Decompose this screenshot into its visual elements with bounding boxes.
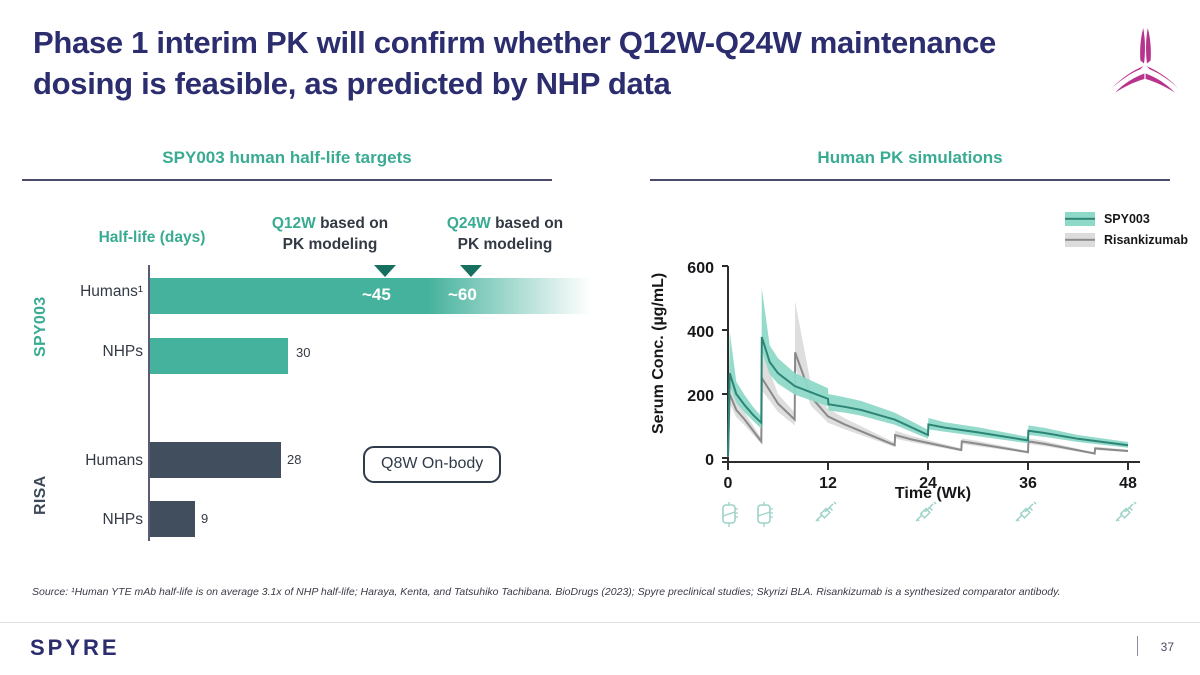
median-line-spy003 — [727, 336, 1129, 457]
x-axis-label: Time (Wk) — [894, 485, 972, 502]
legend-swatch-risankizumab — [1064, 233, 1095, 247]
x-tick-24: 24 — [919, 475, 937, 492]
y-tick-200: 200 — [687, 388, 714, 405]
iv-bag-icon — [757, 502, 773, 527]
q24w-annotation-line2: PK modeling — [457, 236, 553, 254]
y-tick-0: 0 — [705, 452, 714, 469]
legend-label-spy003: SPY003 — [1103, 212, 1150, 226]
q24w-annotation-rest: based on — [490, 215, 564, 232]
left-panel-heading: SPY003 human half-life targets — [162, 148, 412, 167]
group-label-spy003: SPY003 — [32, 296, 49, 358]
syringe-icon — [1115, 501, 1137, 522]
bar-label-spy003-nhps: NHPs — [55, 343, 143, 361]
legend-label-risankizumab: Risankizumab — [1103, 233, 1188, 247]
q24w-annotation-highlight: Q24W — [446, 215, 491, 232]
chart-axis-lower — [148, 428, 150, 541]
chart-axis — [148, 265, 150, 529]
bar-label-risa-humans: Humans — [55, 452, 143, 470]
x-tick-0: 0 — [723, 475, 733, 492]
syringe-icon — [1015, 501, 1037, 522]
x-tick-48: 48 — [1119, 475, 1137, 492]
chart-legend: SPY003 Risankizumab — [1064, 212, 1188, 254]
bar-label-text: NHPs — [102, 511, 143, 528]
bar-label-risa-nhps: NHPs — [55, 511, 143, 529]
bar-label-spy003-humans: Humans¹ — [55, 283, 143, 301]
table-row — [150, 442, 281, 478]
legend-swatch-spy003 — [1064, 212, 1095, 226]
y-tick-400: 400 — [687, 324, 714, 341]
q12w-annotation-highlight: Q12W — [271, 215, 316, 232]
confidence-band-risankizumab — [728, 301, 1128, 458]
footer-divider — [0, 622, 1200, 623]
bar-value-spy003-nhps: 30 — [296, 345, 311, 360]
x-tick-12: 12 — [819, 475, 837, 492]
table-row — [150, 501, 195, 537]
brand-wordmark: SPYRE — [30, 635, 120, 660]
bar-label-text: Humans — [85, 452, 143, 469]
spyre-trefoil-icon — [1112, 28, 1178, 93]
q12w-annotation: Q12W based on PK modeling — [250, 213, 410, 256]
legend-item-risankizumab: Risankizumab — [1064, 233, 1188, 247]
status-badge: Q8W On-body — [363, 446, 502, 483]
syringe-icon — [915, 501, 937, 522]
syringe-icon — [815, 501, 837, 522]
q12w-annotation-rest: based on — [315, 215, 389, 232]
pk-plot-area — [722, 265, 1140, 470]
bar-value-risa-nhps: 9 — [201, 511, 209, 526]
bar-value-spy003-humans-q12w: ~45 — [362, 285, 391, 304]
group-label-risa: RISA — [32, 475, 49, 516]
q24w-annotation: Q24W based on PK modeling — [425, 213, 585, 256]
right-panel-heading: Human PK simulations — [817, 148, 1003, 167]
page-number-separator — [1137, 636, 1138, 656]
table-row — [150, 278, 590, 314]
q12w-annotation-line2: PK modeling — [282, 236, 378, 254]
table-row — [150, 338, 288, 374]
page-number: 37 — [1160, 640, 1174, 654]
dose-icon-row — [640, 500, 1200, 544]
bar-label-text: Humans¹ — [80, 283, 143, 300]
bar-value-risa-humans: 28 — [287, 452, 302, 467]
q12w-down-arrow-icon — [374, 265, 396, 277]
y-tick-600: 600 — [687, 260, 714, 277]
x-tick-36: 36 — [1019, 475, 1037, 492]
left-panel-divider — [22, 179, 552, 181]
page-title: Phase 1 interim PK will confirm whether … — [33, 25, 996, 102]
bar-label-text: NHPs — [102, 343, 143, 360]
median-line-risankizumab — [727, 352, 1129, 458]
legend-item-spy003: SPY003 — [1064, 212, 1188, 226]
bar-value-spy003-humans-q24w: ~60 — [448, 285, 477, 304]
half-life-axis-label: Half-life (days) — [98, 229, 206, 246]
pk-simulation-chart: SPY003 Risankizumab Serum Conc. (µg/mL) … — [640, 140, 1200, 560]
q24w-down-arrow-icon — [460, 265, 482, 277]
half-life-bar-chart: Half-life (days) Q12W based on PK modeli… — [0, 140, 620, 560]
source-note: Source: ¹Human YTE mAb half-life is on a… — [32, 586, 1061, 598]
iv-bag-icon — [722, 502, 738, 527]
right-panel-divider — [650, 179, 1170, 181]
